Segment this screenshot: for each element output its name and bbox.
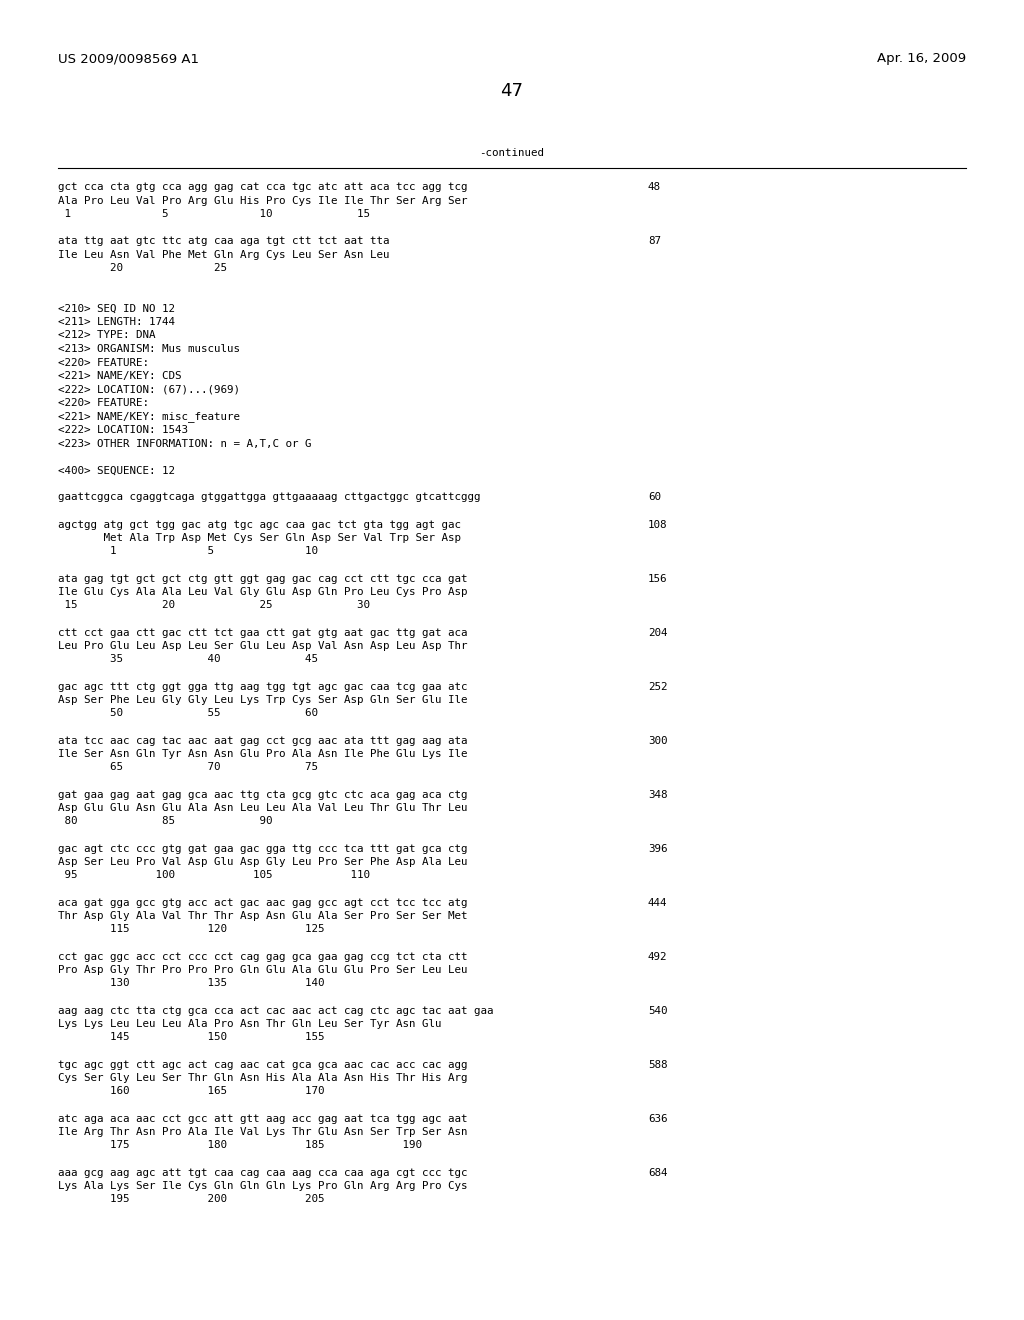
Text: tgc agc ggt ctt agc act cag aac cat gca gca aac cac acc cac agg: tgc agc ggt ctt agc act cag aac cat gca … [58, 1060, 468, 1069]
Text: ata ttg aat gtc ttc atg caa aga tgt ctt tct aat tta: ata ttg aat gtc ttc atg caa aga tgt ctt … [58, 236, 389, 246]
Text: Pro Asp Gly Thr Pro Pro Pro Gln Glu Ala Glu Glu Pro Ser Leu Leu: Pro Asp Gly Thr Pro Pro Pro Gln Glu Ala … [58, 965, 468, 975]
Text: atc aga aca aac cct gcc att gtt aag acc gag aat tca tgg agc aat: atc aga aca aac cct gcc att gtt aag acc … [58, 1114, 468, 1123]
Text: 175            180            185            190: 175 180 185 190 [58, 1140, 422, 1151]
Text: 145            150            155: 145 150 155 [58, 1032, 325, 1043]
Text: Ile Leu Asn Val Phe Met Gln Arg Cys Leu Ser Asn Leu: Ile Leu Asn Val Phe Met Gln Arg Cys Leu … [58, 249, 389, 260]
Text: Thr Asp Gly Ala Val Thr Thr Asp Asn Glu Ala Ser Pro Ser Ser Met: Thr Asp Gly Ala Val Thr Thr Asp Asn Glu … [58, 911, 468, 921]
Text: 540: 540 [648, 1006, 668, 1015]
Text: 80             85             90: 80 85 90 [58, 817, 272, 826]
Text: gaattcggca cgaggtcaga gtggattgga gttgaaaaag cttgactggc gtcattcggg: gaattcggca cgaggtcaga gtggattgga gttgaaa… [58, 492, 480, 503]
Text: 300: 300 [648, 735, 668, 746]
Text: 252: 252 [648, 681, 668, 692]
Text: <222> LOCATION: 1543: <222> LOCATION: 1543 [58, 425, 188, 436]
Text: Ile Glu Cys Ala Ala Leu Val Gly Glu Asp Gln Pro Leu Cys Pro Asp: Ile Glu Cys Ala Ala Leu Val Gly Glu Asp … [58, 587, 468, 597]
Text: -continued: -continued [479, 148, 545, 158]
Text: Cys Ser Gly Leu Ser Thr Gln Asn His Ala Ala Asn His Thr His Arg: Cys Ser Gly Leu Ser Thr Gln Asn His Ala … [58, 1073, 468, 1082]
Text: Asp Glu Glu Asn Glu Ala Asn Leu Leu Ala Val Leu Thr Glu Thr Leu: Asp Glu Glu Asn Glu Ala Asn Leu Leu Ala … [58, 803, 468, 813]
Text: agctgg atg gct tgg gac atg tgc agc caa gac tct gta tgg agt gac: agctgg atg gct tgg gac atg tgc agc caa g… [58, 520, 461, 529]
Text: aag aag ctc tta ctg gca cca act cac aac act cag ctc agc tac aat gaa: aag aag ctc tta ctg gca cca act cac aac … [58, 1006, 494, 1015]
Text: ata gag tgt gct gct ctg gtt ggt gag gac cag cct ctt tgc cca gat: ata gag tgt gct gct ctg gtt ggt gag gac … [58, 573, 468, 583]
Text: <211> LENGTH: 1744: <211> LENGTH: 1744 [58, 317, 175, 327]
Text: <220> FEATURE:: <220> FEATURE: [58, 358, 150, 367]
Text: gac agt ctc ccc gtg gat gaa gac gga ttg ccc tca ttt gat gca ctg: gac agt ctc ccc gtg gat gaa gac gga ttg … [58, 843, 468, 854]
Text: 50             55             60: 50 55 60 [58, 709, 318, 718]
Text: <210> SEQ ID NO 12: <210> SEQ ID NO 12 [58, 304, 175, 314]
Text: 35             40             45: 35 40 45 [58, 655, 318, 664]
Text: 636: 636 [648, 1114, 668, 1123]
Text: 115            120            125: 115 120 125 [58, 924, 325, 935]
Text: 87: 87 [648, 236, 662, 246]
Text: 60: 60 [648, 492, 662, 503]
Text: 195            200            205: 195 200 205 [58, 1195, 325, 1204]
Text: 396: 396 [648, 843, 668, 854]
Text: <223> OTHER INFORMATION: n = A,T,C or G: <223> OTHER INFORMATION: n = A,T,C or G [58, 438, 311, 449]
Text: 130            135            140: 130 135 140 [58, 978, 325, 989]
Text: 47: 47 [501, 82, 523, 100]
Text: <213> ORGANISM: Mus musculus: <213> ORGANISM: Mus musculus [58, 345, 240, 354]
Text: Leu Pro Glu Leu Asp Leu Ser Glu Leu Asp Val Asn Asp Leu Asp Thr: Leu Pro Glu Leu Asp Leu Ser Glu Leu Asp … [58, 642, 468, 651]
Text: Ile Ser Asn Gln Tyr Asn Asn Glu Pro Ala Asn Ile Phe Glu Lys Ile: Ile Ser Asn Gln Tyr Asn Asn Glu Pro Ala … [58, 748, 468, 759]
Text: gct cca cta gtg cca agg gag cat cca tgc atc att aca tcc agg tcg: gct cca cta gtg cca agg gag cat cca tgc … [58, 182, 468, 191]
Text: Asp Ser Phe Leu Gly Gly Leu Lys Trp Cys Ser Asp Gln Ser Glu Ile: Asp Ser Phe Leu Gly Gly Leu Lys Trp Cys … [58, 696, 468, 705]
Text: gac agc ttt ctg ggt gga ttg aag tgg tgt agc gac caa tcg gaa atc: gac agc ttt ctg ggt gga ttg aag tgg tgt … [58, 681, 468, 692]
Text: 348: 348 [648, 789, 668, 800]
Text: <221> NAME/KEY: misc_feature: <221> NAME/KEY: misc_feature [58, 412, 240, 422]
Text: 1              5              10: 1 5 10 [58, 546, 318, 557]
Text: US 2009/0098569 A1: US 2009/0098569 A1 [58, 51, 199, 65]
Text: <212> TYPE: DNA: <212> TYPE: DNA [58, 330, 156, 341]
Text: <222> LOCATION: (67)...(969): <222> LOCATION: (67)...(969) [58, 384, 240, 395]
Text: Lys Ala Lys Ser Ile Cys Gln Gln Gln Lys Pro Gln Arg Arg Pro Cys: Lys Ala Lys Ser Ile Cys Gln Gln Gln Lys … [58, 1181, 468, 1191]
Text: aaa gcg aag agc att tgt caa cag caa aag cca caa aga cgt ccc tgc: aaa gcg aag agc att tgt caa cag caa aag … [58, 1167, 468, 1177]
Text: Asp Ser Leu Pro Val Asp Glu Asp Gly Leu Pro Ser Phe Asp Ala Leu: Asp Ser Leu Pro Val Asp Glu Asp Gly Leu … [58, 857, 468, 867]
Text: 48: 48 [648, 182, 662, 191]
Text: <220> FEATURE:: <220> FEATURE: [58, 399, 150, 408]
Text: cct gac ggc acc cct ccc cct cag gag gca gaa gag ccg tct cta ctt: cct gac ggc acc cct ccc cct cag gag gca … [58, 952, 468, 961]
Text: Ala Pro Leu Val Pro Arg Glu His Pro Cys Ile Ile Thr Ser Arg Ser: Ala Pro Leu Val Pro Arg Glu His Pro Cys … [58, 195, 468, 206]
Text: Lys Lys Leu Leu Leu Ala Pro Asn Thr Gln Leu Ser Tyr Asn Glu: Lys Lys Leu Leu Leu Ala Pro Asn Thr Gln … [58, 1019, 441, 1030]
Text: 492: 492 [648, 952, 668, 961]
Text: 156: 156 [648, 573, 668, 583]
Text: Apr. 16, 2009: Apr. 16, 2009 [877, 51, 966, 65]
Text: 95            100            105            110: 95 100 105 110 [58, 870, 370, 880]
Text: 65             70             75: 65 70 75 [58, 763, 318, 772]
Text: 204: 204 [648, 627, 668, 638]
Text: 588: 588 [648, 1060, 668, 1069]
Text: 160            165            170: 160 165 170 [58, 1086, 325, 1097]
Text: <221> NAME/KEY: CDS: <221> NAME/KEY: CDS [58, 371, 181, 381]
Text: 15             20             25             30: 15 20 25 30 [58, 601, 370, 610]
Text: <400> SEQUENCE: 12: <400> SEQUENCE: 12 [58, 466, 175, 475]
Text: 1              5              10             15: 1 5 10 15 [58, 209, 370, 219]
Text: ata tcc aac cag tac aac aat gag cct gcg aac ata ttt gag aag ata: ata tcc aac cag tac aac aat gag cct gcg … [58, 735, 468, 746]
Text: gat gaa gag aat gag gca aac ttg cta gcg gtc ctc aca gag aca ctg: gat gaa gag aat gag gca aac ttg cta gcg … [58, 789, 468, 800]
Text: 108: 108 [648, 520, 668, 529]
Text: 444: 444 [648, 898, 668, 908]
Text: 684: 684 [648, 1167, 668, 1177]
Text: Met Ala Trp Asp Met Cys Ser Gln Asp Ser Val Trp Ser Asp: Met Ala Trp Asp Met Cys Ser Gln Asp Ser … [58, 533, 461, 543]
Text: Ile Arg Thr Asn Pro Ala Ile Val Lys Thr Glu Asn Ser Trp Ser Asn: Ile Arg Thr Asn Pro Ala Ile Val Lys Thr … [58, 1127, 468, 1137]
Text: aca gat gga gcc gtg acc act gac aac gag gcc agt cct tcc tcc atg: aca gat gga gcc gtg acc act gac aac gag … [58, 898, 468, 908]
Text: ctt cct gaa ctt gac ctt tct gaa ctt gat gtg aat gac ttg gat aca: ctt cct gaa ctt gac ctt tct gaa ctt gat … [58, 627, 468, 638]
Text: 20              25: 20 25 [58, 263, 227, 273]
